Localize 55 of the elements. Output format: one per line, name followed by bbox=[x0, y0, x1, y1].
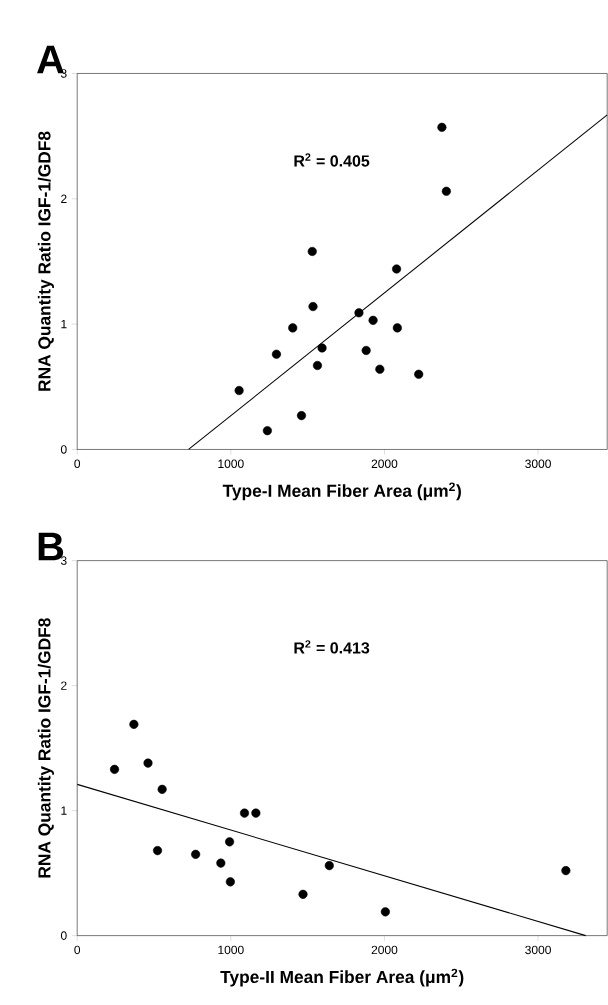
point bbox=[307, 246, 317, 256]
point bbox=[225, 877, 236, 887]
point bbox=[324, 861, 334, 871]
point bbox=[191, 849, 201, 859]
point bbox=[392, 323, 403, 333]
x-tick-label: 2000 bbox=[371, 459, 398, 469]
point bbox=[414, 369, 424, 379]
point bbox=[153, 846, 163, 856]
y-tick-label: 0 bbox=[61, 931, 67, 940]
point bbox=[298, 889, 308, 899]
point bbox=[157, 784, 167, 794]
y-axis-title: RNA Quantity Ratio IGF-1/GDF8 bbox=[37, 618, 55, 878]
y-tick-label: 2 bbox=[61, 681, 67, 690]
x-tick-label: 0 bbox=[74, 459, 81, 469]
y-tick-label: 3 bbox=[61, 556, 67, 565]
point bbox=[272, 349, 282, 359]
point bbox=[225, 837, 235, 847]
x-axis-title: Type-I Mean Fiber Area (μm$^{2}$) bbox=[222, 482, 462, 501]
point bbox=[110, 764, 120, 774]
x-tick-label: 3000 bbox=[525, 459, 552, 469]
point bbox=[380, 907, 391, 917]
point bbox=[240, 808, 250, 818]
y-axis-title: RNA Quantity Ratio IGF-1/GDF8 bbox=[37, 131, 55, 391]
x-tick-label: 1000 bbox=[218, 459, 244, 469]
point bbox=[143, 758, 153, 768]
point bbox=[129, 719, 139, 729]
point bbox=[262, 426, 273, 436]
point bbox=[313, 360, 323, 371]
point bbox=[392, 264, 402, 274]
point bbox=[368, 315, 378, 325]
point bbox=[561, 866, 571, 876]
point bbox=[375, 364, 385, 374]
point bbox=[234, 386, 244, 396]
x-axis-title: Type-II Mean Fiber Area (μm$^{2}$) bbox=[220, 968, 464, 987]
point bbox=[251, 808, 261, 818]
point bbox=[437, 122, 447, 132]
point bbox=[361, 345, 371, 355]
point bbox=[441, 186, 452, 196]
x-tick-label: 2000 bbox=[371, 945, 398, 955]
annotation: R$^{2}$ = 0.405 bbox=[294, 153, 370, 167]
point bbox=[354, 308, 364, 318]
y-tick-label: 1 bbox=[61, 320, 67, 329]
point bbox=[216, 858, 226, 868]
y-tick-label: 0 bbox=[61, 445, 67, 454]
y-tick-label: 2 bbox=[61, 194, 67, 203]
point bbox=[288, 323, 298, 333]
x-tick-label: 3000 bbox=[525, 945, 552, 955]
chart-title: B bbox=[38, 532, 64, 561]
point bbox=[308, 302, 318, 312]
x-tick-label: 0 bbox=[74, 945, 81, 955]
point bbox=[317, 343, 327, 353]
x-tick-label: 1000 bbox=[218, 945, 244, 955]
annotation: R$^{2}$ = 0.413 bbox=[294, 640, 370, 654]
y-tick-label: 1 bbox=[61, 806, 67, 815]
point bbox=[297, 411, 307, 421]
